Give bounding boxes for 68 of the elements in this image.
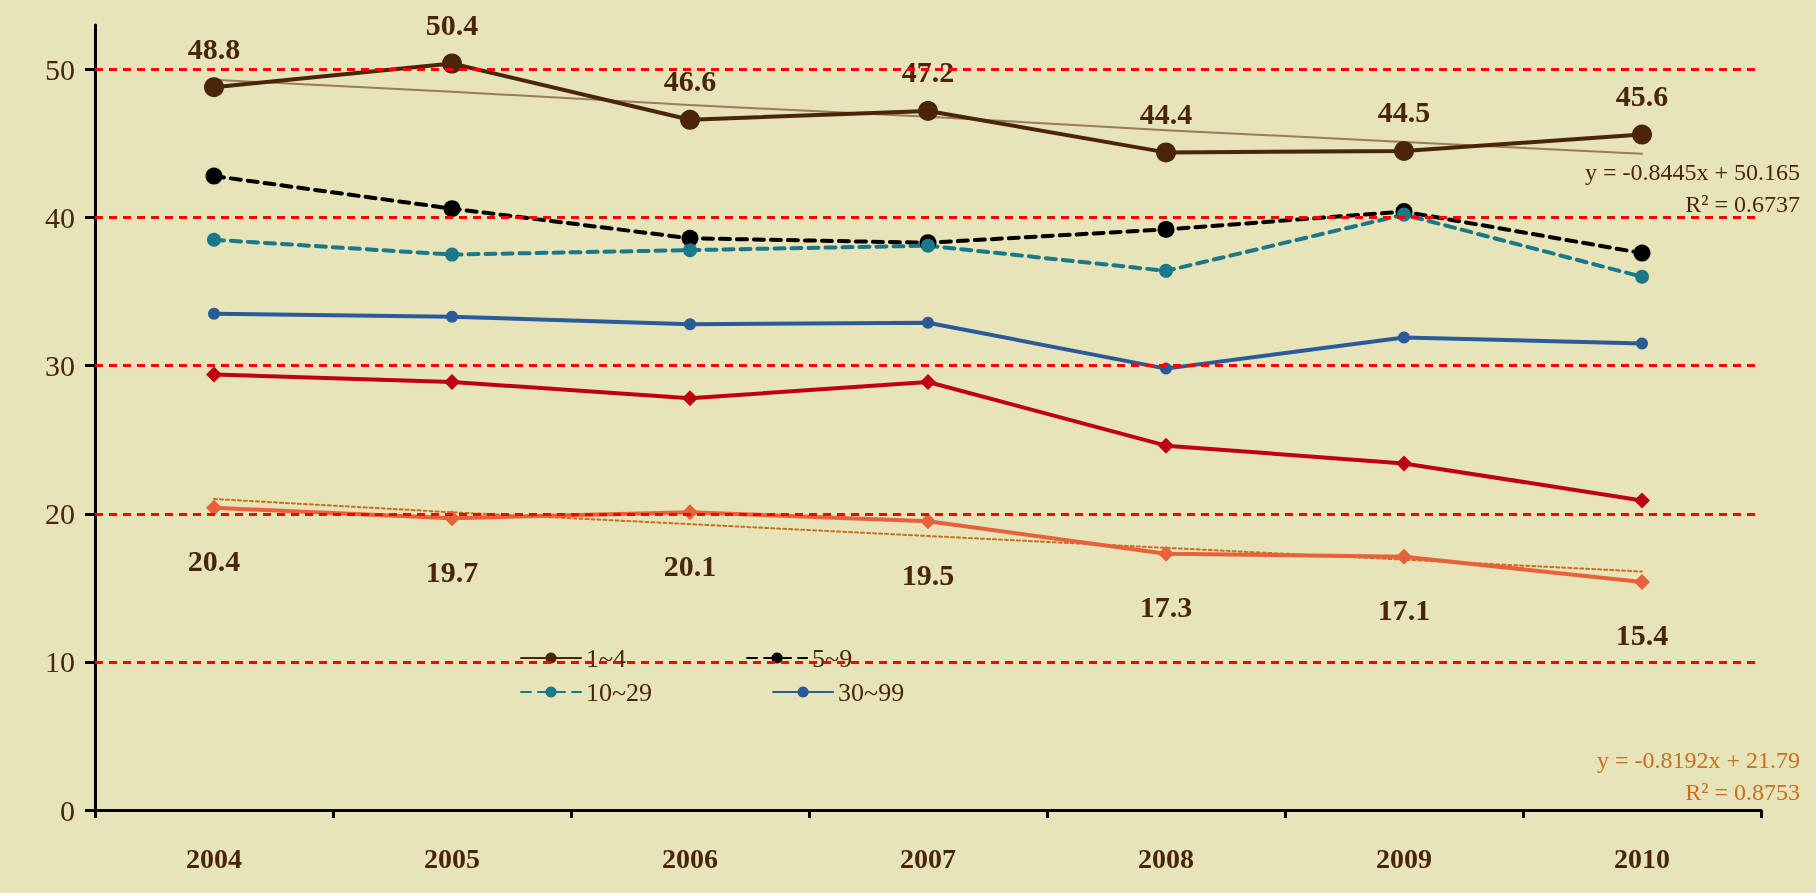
data-label: 20.4 bbox=[187, 544, 241, 578]
data-label: 19.7 bbox=[425, 554, 479, 588]
legend-label: 10~29 bbox=[586, 677, 653, 707]
annotation: R² = 0.6737 bbox=[1685, 191, 1800, 217]
x-tick-label: 2006 bbox=[662, 842, 718, 874]
point bbox=[1157, 220, 1175, 238]
annotation: R² = 0.8753 bbox=[1685, 779, 1800, 805]
data-label: 44.5 bbox=[1377, 95, 1431, 129]
point bbox=[1634, 573, 1650, 590]
point bbox=[206, 366, 222, 383]
point bbox=[920, 373, 936, 390]
point bbox=[206, 499, 222, 516]
point bbox=[208, 307, 220, 320]
point bbox=[1159, 263, 1173, 278]
data-label: 44.4 bbox=[1139, 96, 1193, 130]
point bbox=[444, 373, 460, 390]
point bbox=[682, 390, 698, 407]
y-tick-label: 50 bbox=[45, 52, 75, 86]
point bbox=[204, 77, 224, 98]
x-tick-label: 2005 bbox=[424, 842, 480, 874]
point bbox=[443, 200, 461, 218]
point bbox=[1158, 545, 1174, 562]
point bbox=[1634, 492, 1650, 509]
point bbox=[1394, 140, 1414, 161]
point bbox=[1636, 337, 1648, 350]
data-label: 19.5 bbox=[901, 557, 955, 591]
point bbox=[683, 243, 697, 258]
point bbox=[1156, 142, 1176, 163]
point bbox=[1635, 269, 1649, 284]
y-tick-label: 10 bbox=[45, 645, 75, 679]
data-label: 15.4 bbox=[1615, 618, 1669, 652]
annotation: y = -0.8192x + 21.79 bbox=[1596, 747, 1800, 773]
y-tick-label: 40 bbox=[45, 201, 75, 235]
point bbox=[1398, 331, 1410, 344]
x-tick-label: 2010 bbox=[1614, 842, 1670, 874]
point bbox=[680, 109, 700, 130]
y-tick-label: 20 bbox=[45, 497, 75, 531]
x-tick-label: 2007 bbox=[900, 842, 956, 874]
data-label: 17.3 bbox=[1139, 590, 1193, 624]
data-label: 17.1 bbox=[1377, 593, 1431, 627]
y-tick-label: 30 bbox=[45, 349, 75, 383]
point bbox=[442, 53, 462, 74]
legend-label: 30~99 bbox=[838, 677, 905, 707]
legend-label: 5~9 bbox=[812, 643, 853, 673]
point bbox=[1396, 455, 1412, 472]
x-tick-label: 2008 bbox=[1138, 842, 1194, 874]
data-label: 20.1 bbox=[663, 548, 717, 582]
x-tick-label: 2009 bbox=[1376, 842, 1432, 874]
point bbox=[445, 247, 459, 262]
point bbox=[918, 100, 938, 121]
point bbox=[446, 310, 458, 323]
point bbox=[922, 316, 934, 329]
point bbox=[1633, 244, 1651, 262]
point bbox=[205, 167, 223, 185]
data-label: 50.4 bbox=[425, 8, 479, 42]
point bbox=[1632, 124, 1652, 145]
point bbox=[207, 232, 221, 247]
point bbox=[1158, 437, 1174, 454]
point bbox=[920, 513, 936, 530]
data-label: 46.6 bbox=[663, 64, 717, 98]
point bbox=[684, 318, 696, 331]
x-tick-label: 2004 bbox=[186, 842, 242, 874]
data-label: 45.6 bbox=[1615, 79, 1669, 113]
point bbox=[921, 238, 935, 253]
y-tick-label: 0 bbox=[60, 793, 75, 827]
data-label: 48.8 bbox=[187, 31, 241, 65]
point bbox=[1396, 548, 1412, 565]
annotation: y = -0.8445x + 50.165 bbox=[1584, 159, 1800, 185]
